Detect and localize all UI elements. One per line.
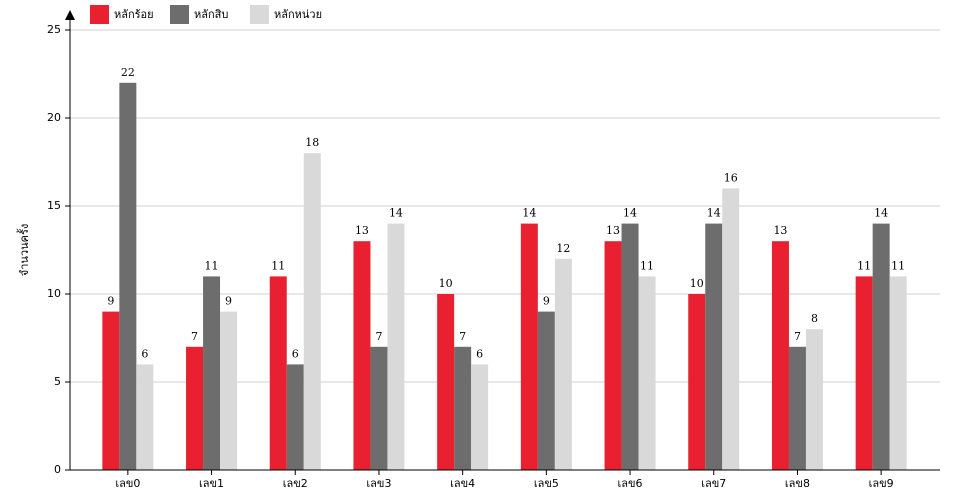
x-tick-label: เลข1 (199, 477, 224, 490)
legend-label: หลักสิบ (194, 8, 228, 21)
bar (554, 258, 572, 470)
value-label: 6 (292, 347, 299, 360)
x-tick-label: เลข7 (701, 477, 726, 490)
x-tick-label: เลข6 (618, 477, 643, 490)
bar (872, 223, 890, 470)
x-tick-label: เลข5 (534, 477, 559, 490)
legend-label: หลักหน่วย (274, 8, 322, 21)
value-label: 12 (556, 242, 570, 255)
x-tick-label: เลข9 (869, 477, 894, 490)
bar (353, 241, 371, 470)
y-axis-label: จำนวนครั้ง (16, 224, 31, 276)
value-label: 11 (891, 259, 905, 272)
bar (387, 223, 405, 470)
value-label: 10 (439, 277, 453, 290)
bar (454, 346, 472, 470)
value-label: 7 (794, 330, 801, 343)
bar (688, 294, 706, 470)
bar (203, 276, 221, 470)
x-tick-label: เลข2 (283, 477, 308, 490)
y-tick-label: 15 (47, 199, 61, 212)
value-label: 16 (724, 171, 738, 184)
value-label: 11 (640, 259, 654, 272)
x-tick-label: เลข0 (115, 477, 140, 490)
value-label: 11 (271, 259, 285, 272)
bar (136, 364, 154, 470)
bar (102, 311, 120, 470)
bar (370, 346, 388, 470)
value-label: 13 (355, 224, 369, 237)
bar (220, 311, 238, 470)
bar (604, 241, 622, 470)
bar (119, 82, 137, 471)
bar (855, 276, 873, 470)
value-label: 9 (107, 295, 114, 308)
y-tick-label: 10 (47, 287, 61, 300)
x-tick-label: เลข8 (785, 477, 810, 490)
value-label: 14 (623, 207, 637, 220)
bar (303, 153, 321, 470)
bar (269, 276, 287, 470)
bar (805, 329, 823, 470)
value-label: 10 (690, 277, 704, 290)
bar (705, 223, 723, 470)
bar (771, 241, 789, 470)
value-label: 6 (476, 347, 483, 360)
bar (520, 223, 538, 470)
legend-swatch (90, 5, 109, 24)
bar (788, 346, 806, 470)
bar (621, 223, 639, 470)
value-label: 9 (225, 295, 232, 308)
value-label: 14 (707, 207, 721, 220)
value-label: 7 (191, 330, 198, 343)
value-label: 14 (874, 207, 888, 220)
value-label: 14 (389, 207, 403, 220)
value-label: 9 (543, 295, 550, 308)
value-label: 11 (857, 259, 871, 272)
y-tick-label: 20 (47, 111, 61, 124)
y-tick-label: 5 (54, 375, 61, 388)
value-label: 13 (773, 224, 787, 237)
bar (722, 188, 740, 470)
bar (638, 276, 656, 470)
bar (437, 294, 455, 470)
value-label: 22 (121, 66, 135, 79)
x-tick-label: เลข3 (366, 477, 391, 490)
bar (537, 311, 555, 470)
value-label: 8 (811, 312, 818, 325)
y-axis-arrow (65, 10, 75, 20)
y-tick-label: 0 (54, 463, 61, 476)
value-label: 13 (606, 224, 620, 237)
value-label: 14 (522, 207, 536, 220)
y-tick-label: 25 (47, 23, 61, 36)
bar (186, 346, 204, 470)
value-label: 18 (305, 136, 319, 149)
legend-swatch (170, 5, 189, 24)
value-label: 6 (141, 347, 148, 360)
legend-swatch (250, 5, 269, 24)
bar (889, 276, 907, 470)
bar (286, 364, 304, 470)
value-label: 7 (375, 330, 382, 343)
x-tick-label: เลข4 (450, 477, 475, 490)
bar (471, 364, 489, 470)
value-label: 11 (205, 259, 219, 272)
legend-label: หลักร้อย (114, 8, 154, 21)
value-label: 7 (459, 330, 466, 343)
